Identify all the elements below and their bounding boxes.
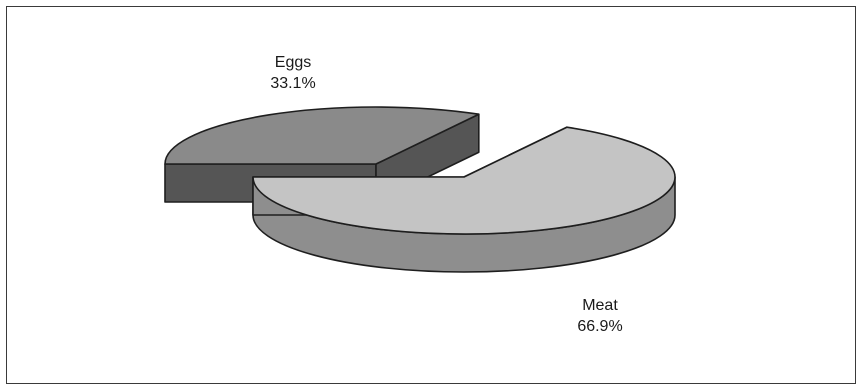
pie-slices [164,106,676,273]
slice-value-eggs: 33.1% [270,75,315,92]
pie-chart: Eggs 33.1% Meat 66.9% [164,54,676,335]
slice-label-meat: Meat [582,297,618,314]
slice-value-meat: 66.9% [577,318,622,335]
slice-label-eggs: Eggs [275,54,311,71]
chart-frame: Eggs 33.1% Meat 66.9% [6,6,856,384]
slice-meat [252,126,676,235]
slice-eggs [164,106,480,165]
